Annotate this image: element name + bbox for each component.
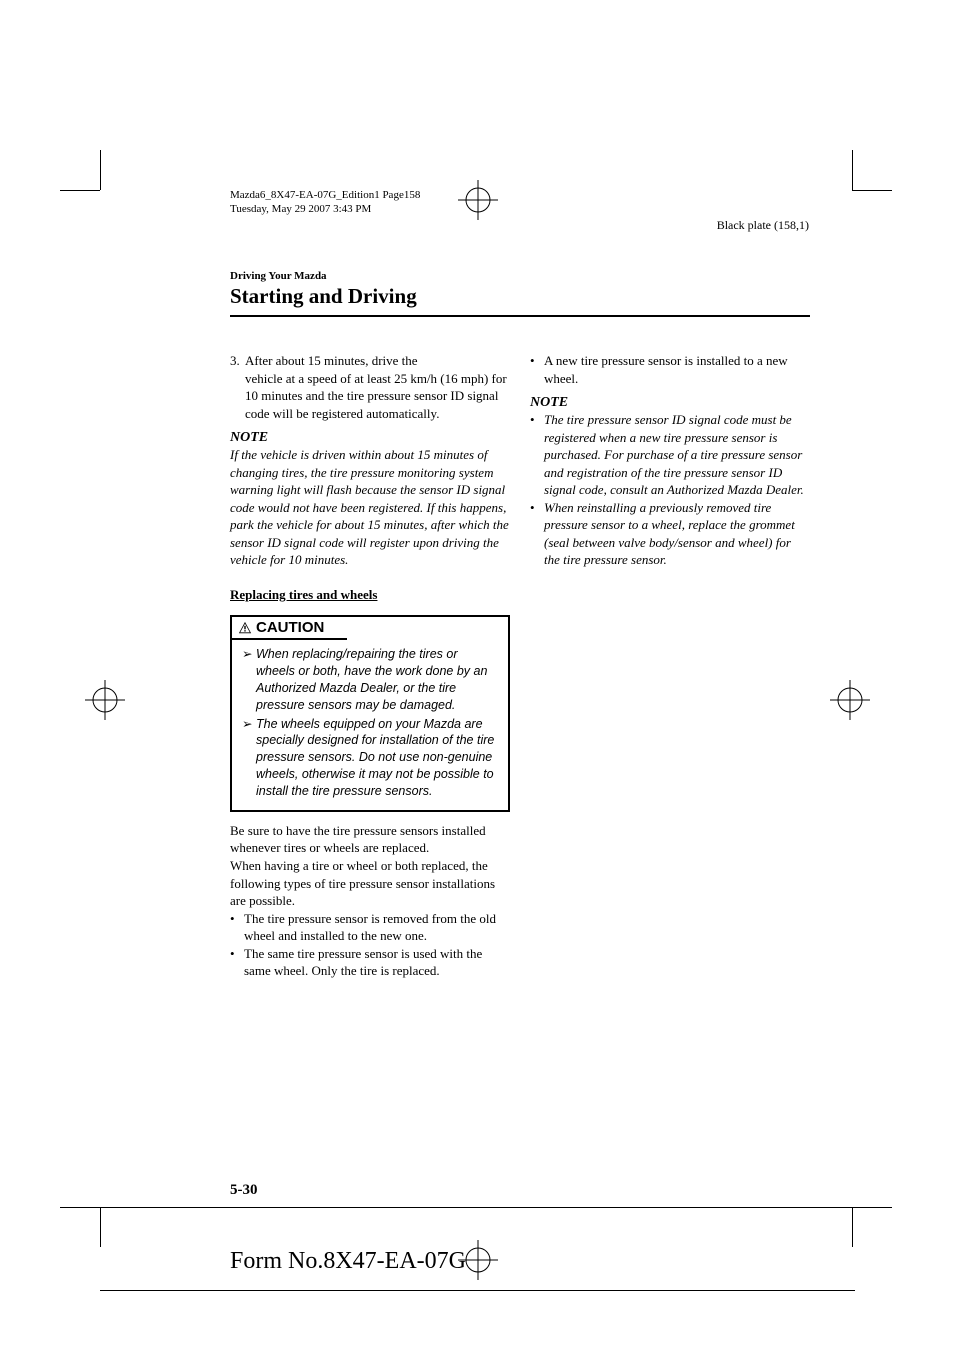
left-column: 3.After about 15 minutes, drive the vehi… [230, 352, 510, 980]
crop-mark [852, 1207, 892, 1208]
bullet-text: The same tire pressure sensor is used wi… [244, 945, 510, 980]
step-number: 3. [230, 352, 245, 370]
crop-mark [852, 150, 853, 190]
bullet-icon: • [530, 499, 544, 569]
horizontal-rule [100, 1290, 855, 1291]
registration-mark-icon [458, 180, 498, 220]
bullet-icon: • [530, 352, 544, 387]
chevron-icon: ➢ [242, 716, 256, 800]
doc-timestamp: Tuesday, May 29 2007 3:43 PM [230, 202, 420, 216]
subsection-heading: Replacing tires and wheels [230, 587, 510, 603]
caution-body: ➢ When replacing/repairing the tires or … [232, 640, 508, 810]
section-rule [230, 315, 810, 317]
bullet-list: • The tire pressure sensor is removed fr… [230, 910, 510, 980]
note-bullet-list: • The tire pressure sensor ID signal cod… [530, 411, 810, 569]
body-paragraph: Be sure to have the tire pressure sensor… [230, 822, 510, 857]
section-title: Starting and Driving [230, 284, 809, 309]
step-text: vehicle at a speed of at least 25 km/h (… [230, 370, 510, 423]
bullet-item: • A new tire pressure sensor is installe… [530, 352, 810, 387]
caution-item-text: When replacing/repairing the tires or wh… [256, 646, 498, 714]
note-bullet-text: The tire pressure sensor ID signal code … [544, 411, 810, 499]
bullet-item: • When reinstalling a previously removed… [530, 499, 810, 569]
crop-mark [100, 1207, 101, 1247]
bullet-item: • The same tire pressure sensor is used … [230, 945, 510, 980]
section-category: Driving Your Mazda [230, 270, 809, 282]
bullet-text: A new tire pressure sensor is installed … [544, 352, 810, 387]
horizontal-rule [100, 1207, 855, 1208]
bullet-icon: • [530, 411, 544, 499]
chevron-icon: ➢ [242, 646, 256, 714]
warning-triangle-icon [238, 621, 252, 635]
black-plate-label: Black plate (158,1) [717, 218, 809, 233]
content-area: 3.After about 15 minutes, drive the vehi… [230, 352, 810, 980]
caution-item: ➢ When replacing/repairing the tires or … [242, 646, 498, 714]
note-bullet-text: When reinstalling a previously removed t… [544, 499, 810, 569]
crop-mark [852, 190, 892, 191]
caution-item-text: The wheels equipped on your Mazda are sp… [256, 716, 498, 800]
note-text: If the vehicle is driven within about 15… [230, 446, 510, 569]
bullet-item: • The tire pressure sensor is removed fr… [230, 910, 510, 945]
crop-mark [60, 190, 100, 191]
section-header: Driving Your Mazda Starting and Driving [230, 270, 809, 317]
crop-mark [852, 1207, 853, 1247]
caution-item: ➢ The wheels equipped on your Mazda are … [242, 716, 498, 800]
bullet-icon: • [230, 945, 244, 980]
bullet-icon: • [230, 910, 244, 945]
registration-mark-icon [85, 680, 125, 720]
crop-mark [100, 150, 101, 190]
bullet-text: The tire pressure sensor is removed from… [244, 910, 510, 945]
step-text-line1: After about 15 minutes, drive the [245, 353, 418, 368]
note-heading: NOTE [230, 430, 510, 446]
bullet-item: • The tire pressure sensor ID signal cod… [530, 411, 810, 499]
bullet-list: • A new tire pressure sensor is installe… [530, 352, 810, 387]
body-paragraph: When having a tire or wheel or both repl… [230, 857, 510, 910]
note-heading: NOTE [530, 395, 810, 411]
doc-id: Mazda6_8X47-EA-07G_Edition1 Page158 [230, 188, 420, 202]
caution-header: CAUTION [232, 617, 347, 640]
crop-mark [60, 1207, 100, 1208]
registration-mark-icon [830, 680, 870, 720]
form-number: Form No.8X47-EA-07G [230, 1248, 466, 1275]
step-3: 3.After about 15 minutes, drive the vehi… [230, 352, 510, 422]
page-number: 5-30 [230, 1182, 258, 1199]
document-header: Mazda6_8X47-EA-07G_Edition1 Page158 Tues… [230, 188, 420, 217]
caution-box: CAUTION ➢ When replacing/repairing the t… [230, 615, 510, 812]
right-column: • A new tire pressure sensor is installe… [530, 352, 810, 980]
caution-title: CAUTION [256, 619, 324, 636]
